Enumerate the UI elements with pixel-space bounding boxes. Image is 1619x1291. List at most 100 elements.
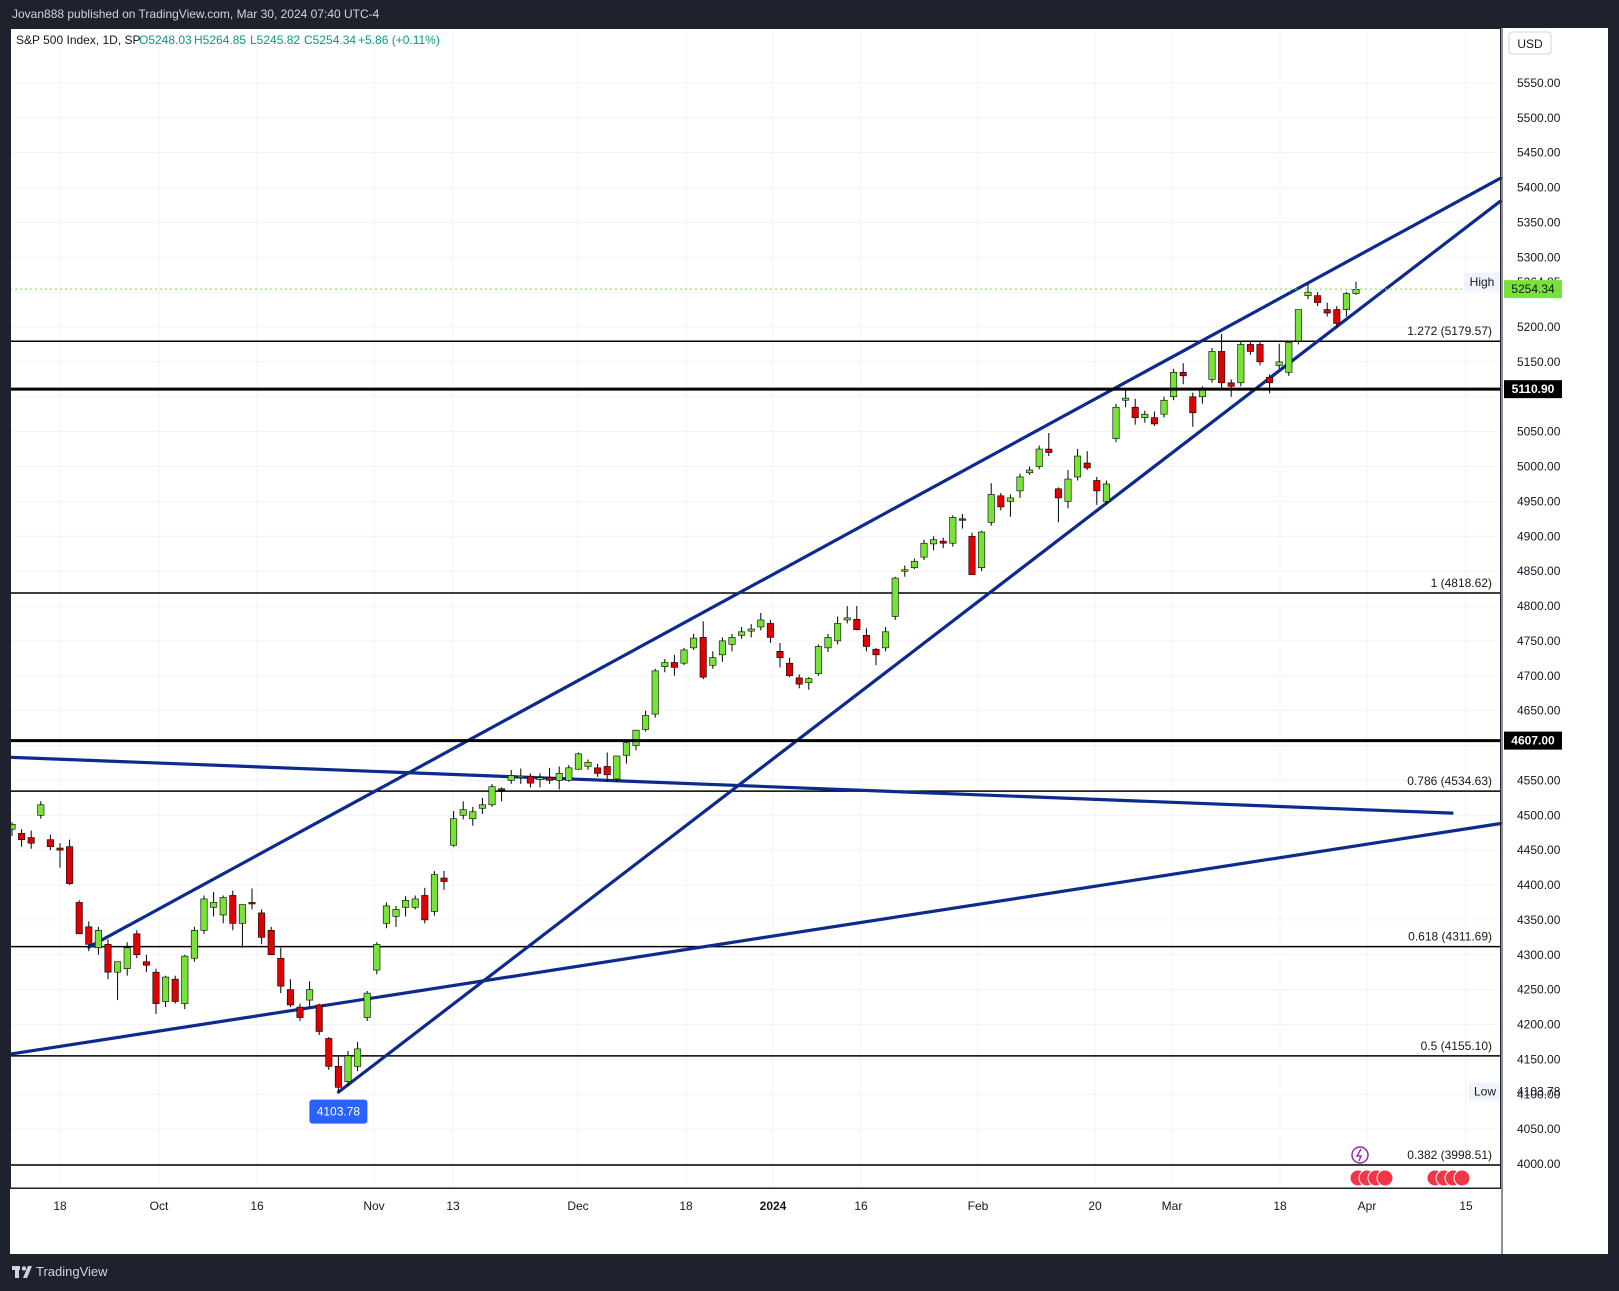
candle [1054, 487, 1062, 523]
candle [334, 1055, 342, 1092]
candle-body [1016, 476, 1024, 492]
candle-body [738, 631, 746, 636]
candle [1323, 302, 1331, 317]
candle-body [1352, 289, 1360, 294]
chart[interactable]: 1.272 (5179.57) 1 (4818.62) 0.786 (4534.63… [10, 28, 1608, 1254]
low-bubble [309, 1099, 368, 1124]
candle [277, 947, 285, 994]
candle [901, 565, 909, 577]
candle [949, 515, 957, 547]
tradingview-logo-icon [12, 1265, 32, 1278]
candle-body [296, 1006, 304, 1018]
candle-body [354, 1048, 362, 1067]
trendline [336, 199, 1502, 1094]
candle-body [133, 933, 141, 956]
price-tick-label: 4250.00 [1517, 983, 1561, 997]
candle-body [1333, 309, 1341, 324]
candle [181, 954, 189, 1010]
candle [459, 801, 467, 820]
candle-body [555, 773, 563, 781]
candle [507, 769, 515, 784]
candle-body [190, 930, 198, 959]
candle-body [882, 631, 890, 649]
candle-body [123, 947, 131, 970]
candle [238, 904, 246, 948]
candle-body [142, 961, 150, 966]
candle-body [1170, 372, 1178, 398]
level-tag-label: 5110.90 [1512, 382, 1555, 396]
brand-bar: TradingView [0, 1254, 1619, 1291]
candle-body [1256, 344, 1264, 363]
legend-change: +5.86 (+0.11%) [358, 33, 440, 47]
candle-body [306, 989, 314, 1001]
candle-body [728, 637, 736, 645]
time-tick-label: 18 [53, 1199, 67, 1213]
candle [1112, 403, 1120, 443]
currency-button[interactable] [1508, 31, 1552, 55]
candle [517, 768, 525, 784]
candle [718, 637, 726, 662]
candle-body [834, 623, 842, 642]
candle-body [1218, 351, 1226, 384]
candle [594, 763, 602, 777]
candle-body [325, 1038, 333, 1067]
low-value: 4103.78 [1517, 1085, 1561, 1099]
candle-body [1006, 497, 1014, 502]
candle-body [363, 992, 371, 1018]
tradingview-logo[interactable]: TradingView [12, 1264, 108, 1279]
time-tick-label: 2024 [760, 1199, 787, 1213]
candle [968, 532, 976, 575]
candle [152, 968, 160, 1015]
candle-body [805, 678, 813, 684]
candle [1170, 368, 1178, 401]
candle-body [939, 540, 947, 544]
candle [229, 890, 237, 931]
candle-body [910, 561, 918, 568]
candle-body [1342, 293, 1350, 310]
candle [286, 979, 294, 1008]
us-flag-icon [1453, 1169, 1471, 1187]
candle [344, 1051, 352, 1086]
candle [123, 942, 131, 976]
candle-body [421, 895, 429, 921]
candle [1208, 347, 1216, 383]
candle-body [210, 902, 218, 908]
candle [450, 811, 458, 847]
candle [430, 871, 438, 916]
candle-body [114, 961, 122, 973]
candle [440, 871, 448, 890]
candle-body [469, 811, 477, 820]
candle [133, 930, 141, 959]
price-tick-label: 4950.00 [1517, 494, 1561, 508]
price-tick-label: 4400.00 [1517, 878, 1561, 892]
candle [392, 905, 400, 927]
candle [728, 633, 736, 652]
candle-body [824, 637, 832, 649]
legend-close: C5254.34 [304, 33, 356, 47]
candle [1256, 340, 1264, 366]
candle [526, 773, 534, 788]
price-tick-label: 4550.00 [1517, 773, 1561, 787]
candle [699, 621, 707, 680]
candle-body [56, 847, 64, 851]
candle [488, 783, 496, 807]
legend-symbol: S&P 500 Index, 1D, SP [16, 33, 141, 47]
candle-body [392, 909, 400, 917]
price-tick-label: 4750.00 [1517, 634, 1561, 648]
candle [210, 891, 218, 917]
candle [651, 668, 659, 718]
candle-body [219, 897, 227, 916]
candle-body [277, 957, 285, 987]
price-tick-label: 5450.00 [1517, 146, 1561, 160]
candle [1150, 411, 1158, 427]
price-axis: USD 4000.00 4050.00 4100.00 4150.00 4200.00 42… [1504, 31, 1562, 1171]
candle [709, 651, 717, 669]
fib-label: 0.786 (4534.63) [1407, 774, 1492, 788]
candle [1026, 466, 1034, 475]
candle [978, 530, 986, 572]
candle [1342, 292, 1350, 317]
candle-body [786, 662, 794, 677]
candle-body [181, 955, 189, 1004]
horizontal-levels [10, 288, 1500, 743]
candle [997, 493, 1005, 511]
